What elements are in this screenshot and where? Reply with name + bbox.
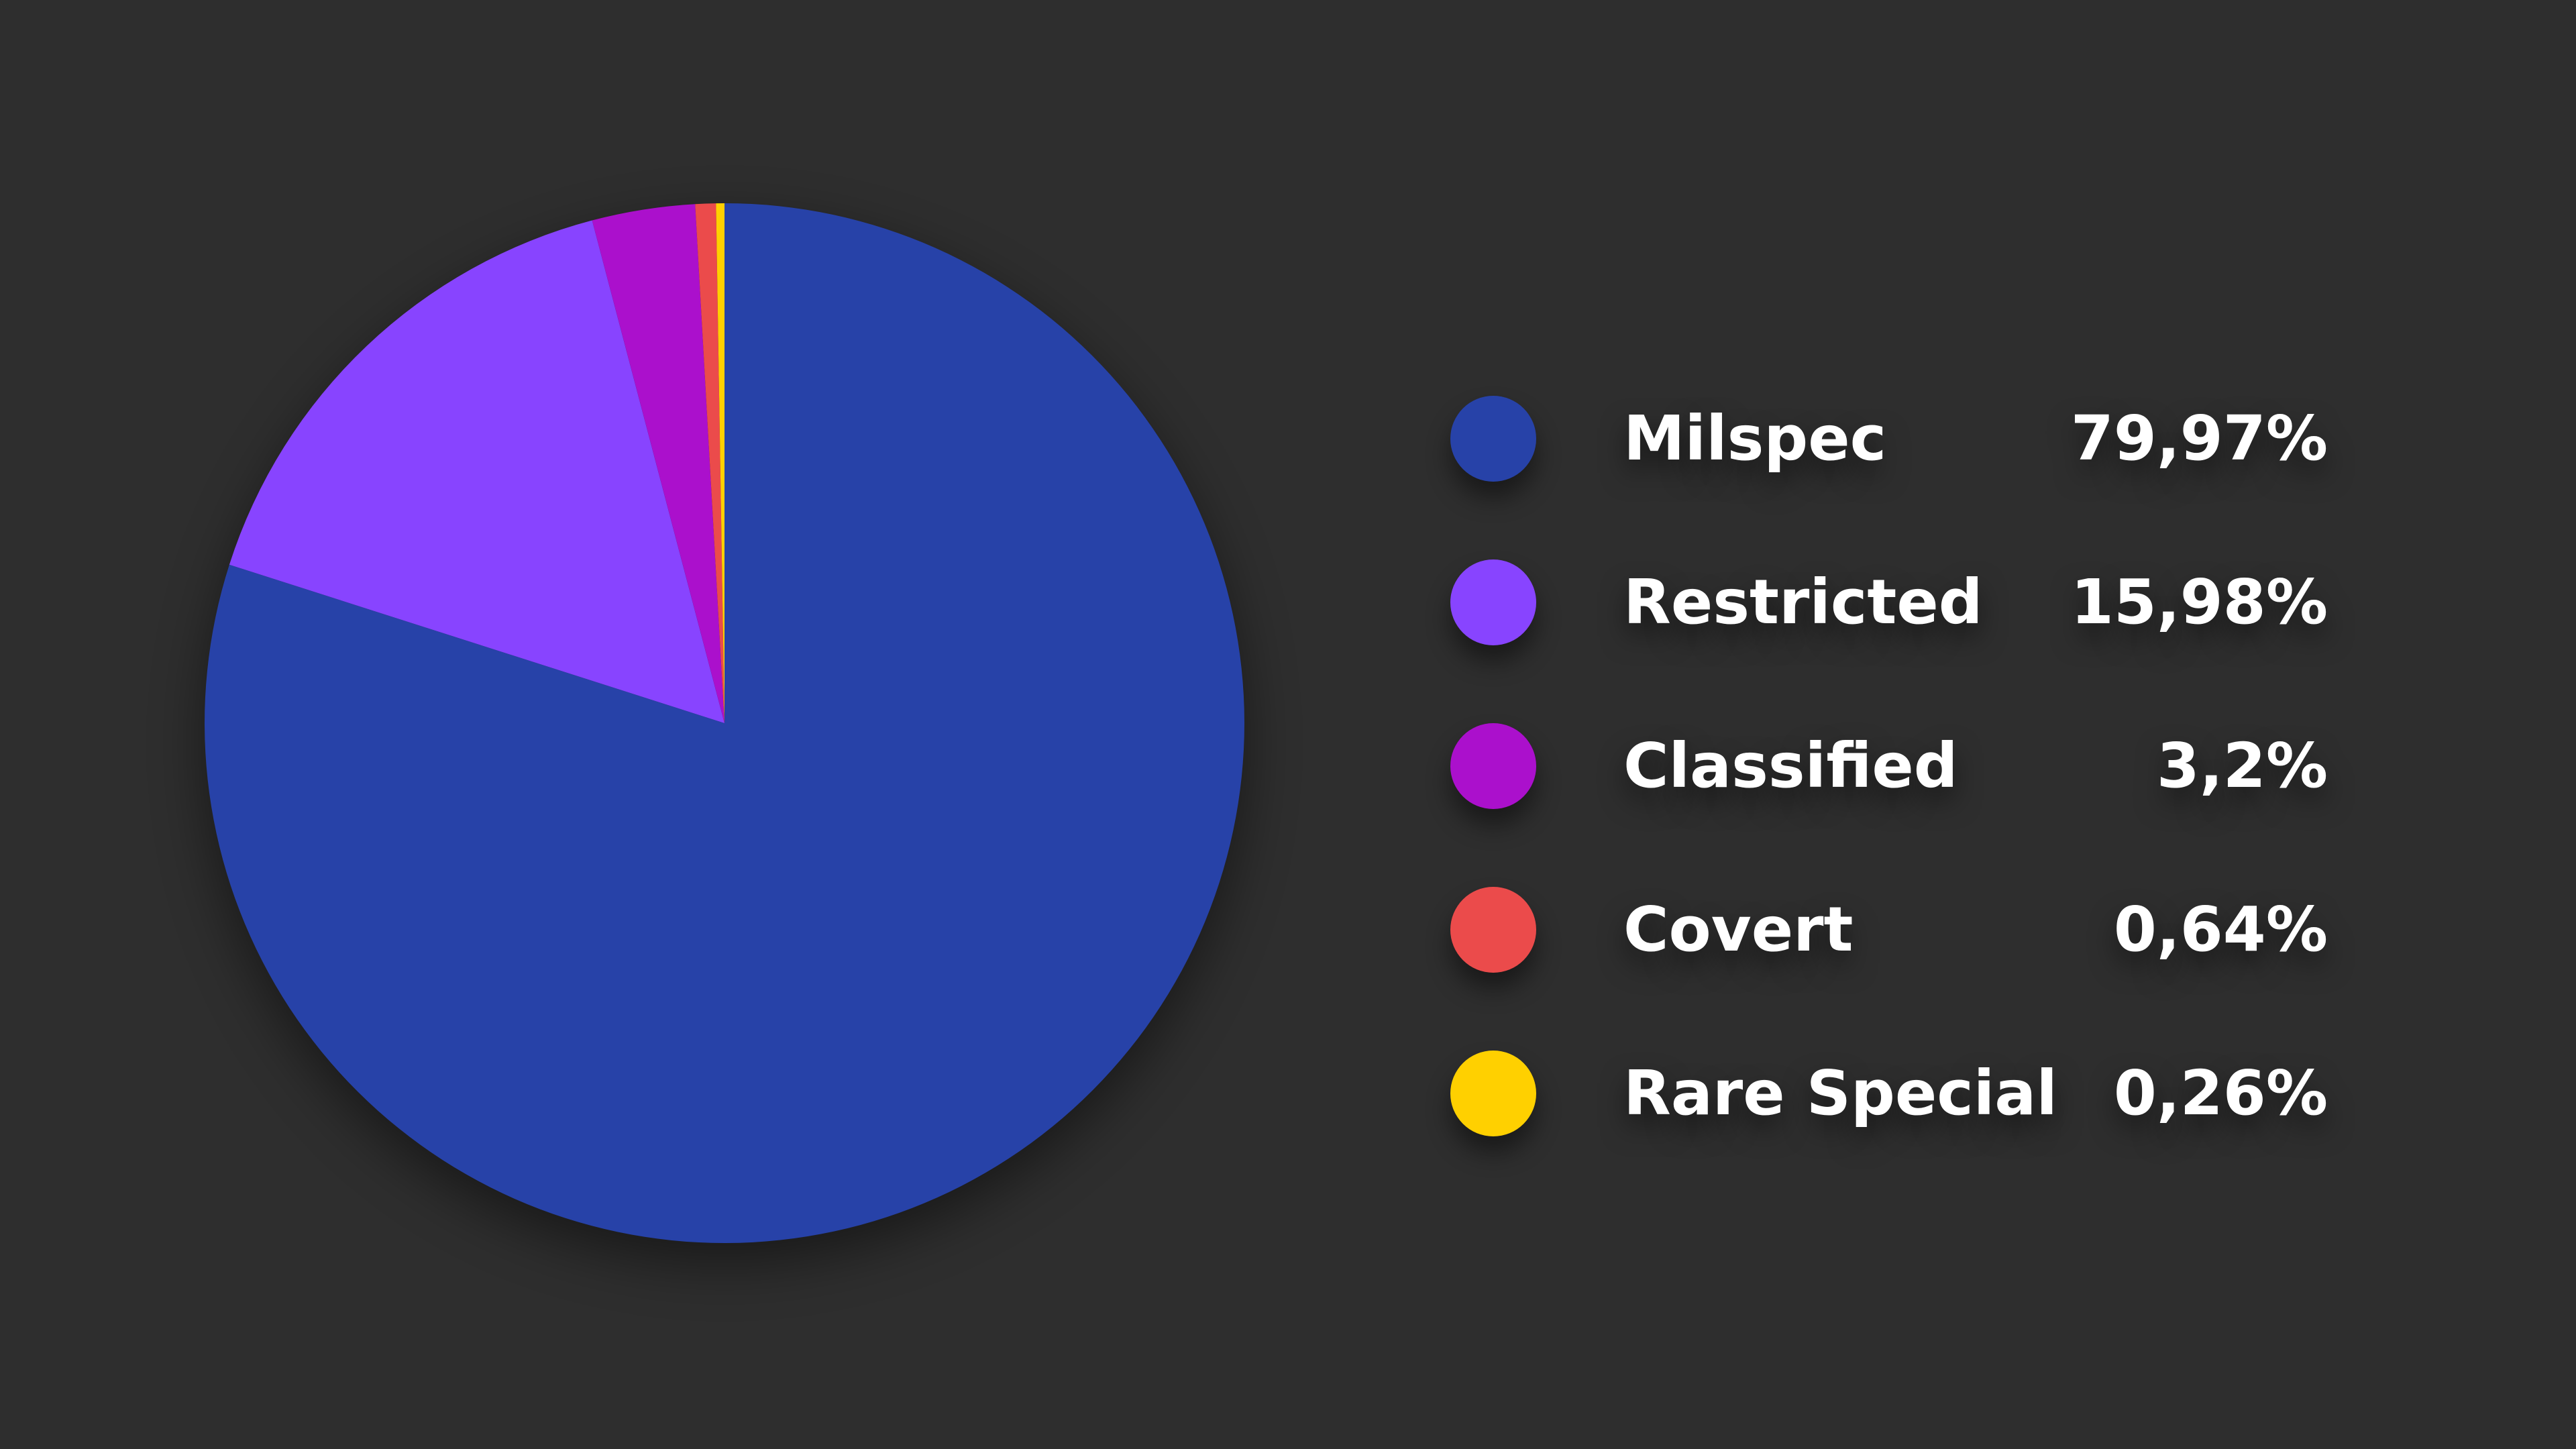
legend-item: Restricted 15,98% — [1449, 555, 2348, 649]
legend-label: Classified — [1623, 730, 1958, 802]
legend-swatch — [1450, 559, 1536, 645]
legend-value: 3,2% — [2156, 730, 2328, 802]
legend-item: Classified 3,2% — [1449, 719, 2348, 813]
legend-label: Covert — [1623, 894, 1854, 965]
legend-item: Milspec 79,97% — [1449, 392, 2348, 486]
pie-slice-rare-special — [716, 203, 724, 723]
legend-label: Milspec — [1623, 402, 1887, 474]
pie-slice-restricted — [229, 220, 725, 723]
legend-value: 79,97% — [2070, 402, 2328, 474]
legend-value: 0,26% — [2113, 1057, 2328, 1129]
pie-slice-covert — [695, 203, 724, 724]
legend-swatch — [1450, 887, 1536, 973]
legend-item: Rare Special 0,26% — [1449, 1046, 2348, 1140]
legend-swatch — [1450, 723, 1536, 809]
pie-chart — [205, 203, 1245, 1243]
legend-label: Restricted — [1623, 566, 1983, 638]
legend-swatch — [1450, 396, 1536, 482]
legend-value: 0,64% — [2113, 894, 2328, 965]
legend-value: 15,98% — [2070, 566, 2328, 638]
pie-slice-milspec — [205, 203, 1245, 1243]
legend-label: Rare Special — [1623, 1057, 2057, 1129]
legend-item: Covert 0,64% — [1449, 883, 2348, 977]
pie-slice-classified — [592, 204, 724, 723]
legend-swatch — [1450, 1051, 1536, 1136]
